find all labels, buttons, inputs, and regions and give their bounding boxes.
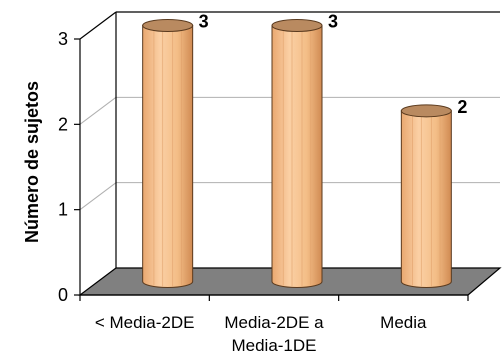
bar [271,19,323,288]
y-axis-title: Número de sujetos [22,81,42,243]
gridline-side [79,96,117,125]
data-labels: 3 3 2 [199,12,468,117]
category-label: Media-2DE a [224,313,324,332]
bars [142,19,452,288]
bar [400,104,452,288]
bar-body [142,25,194,288]
bar-top [271,19,323,32]
y-tick-label: 1 [58,200,68,220]
category-label: Media [380,313,427,332]
bar-body [271,25,323,288]
y-axis-ticks: 0 1 2 3 [58,29,80,305]
y-tick-label: 3 [58,29,68,49]
category-label: Media-1DE [231,336,316,355]
category-label: < Media-2DE [95,313,195,332]
y-tick-label: 2 [58,114,68,134]
bar-body [400,110,452,288]
gridline-side [79,182,117,211]
y-tick-label: 0 [58,285,68,305]
side-wall-top-edge [79,11,117,40]
data-label: 3 [199,12,209,32]
data-label: 2 [457,97,467,117]
bar-top [142,19,194,32]
category-labels: < Media-2DE Media-2DE a Media-1DE Media [95,313,427,355]
bar [142,19,194,288]
data-label: 3 [328,12,338,32]
x-axis-ticks [79,295,469,301]
bar-top [400,104,452,118]
